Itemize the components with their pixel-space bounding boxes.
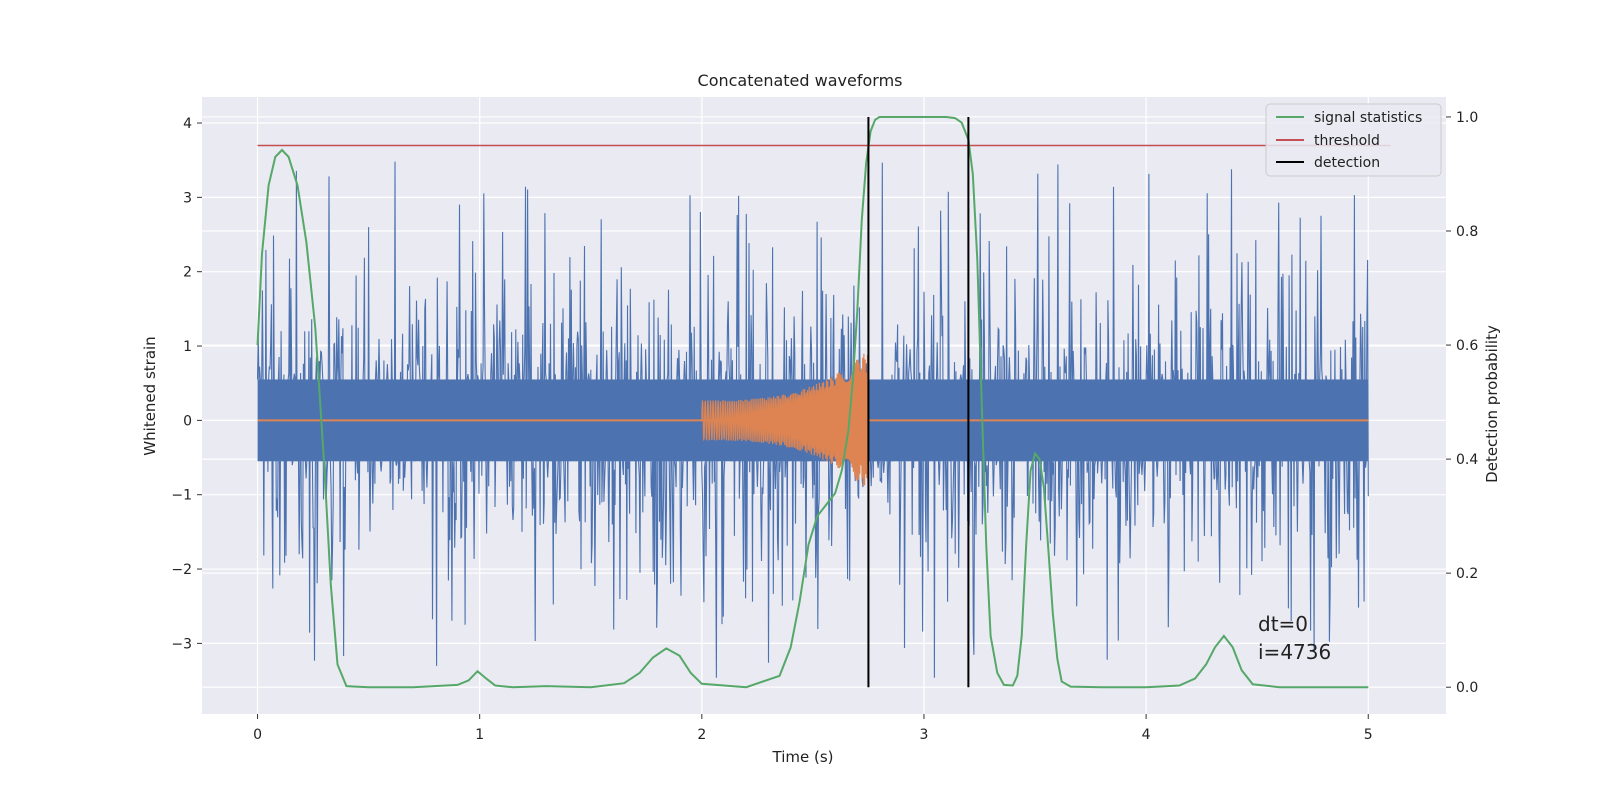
x-tick-label: 2: [697, 727, 706, 743]
annotations: dt=0 i=4736: [1258, 612, 1331, 664]
legend-label-threshold: threshold: [1314, 133, 1380, 149]
x-tick-label: 0: [253, 727, 262, 743]
series-layer: [256, 116, 1391, 689]
x-tick-label: 4: [1142, 727, 1151, 743]
ticks: 0 1 2 3 4 5 4 3 2 1 0 −1 −2 −3 1.0 0.8 0.6 0.4 0.2 0.0: [171, 110, 1478, 743]
legend-label-detection: detection: [1314, 155, 1380, 171]
y-left-tick-label: 0: [183, 413, 192, 429]
legend-label-signal-statistics: signal statistics: [1314, 110, 1422, 126]
injected-waveform-line: [701, 353, 869, 491]
y-left-tick-label: 2: [183, 265, 192, 281]
x-tick-label: 5: [1364, 727, 1373, 743]
signal-statistics-line: [256, 116, 1369, 689]
legend: signal statistics threshold detection: [1265, 103, 1442, 177]
chart-title: Concatenated waveforms: [698, 71, 903, 90]
y-axis-right-label: Detection probability: [1483, 325, 1501, 483]
y-right-tick-label: 0.0: [1456, 680, 1478, 696]
y-right-tick-label: 0.2: [1456, 566, 1478, 582]
annotation-dt: dt=0: [1258, 612, 1308, 636]
y-right-tick-label: 0.8: [1456, 224, 1478, 240]
x-tick-label: 3: [920, 727, 929, 743]
y-right-tick-label: 0.4: [1456, 452, 1478, 468]
y-right-tick-label: 1.0: [1456, 110, 1478, 126]
legend-box: [1265, 103, 1442, 177]
annotation-i: i=4736: [1258, 640, 1331, 664]
x-tick-label: 1: [475, 727, 484, 743]
y-left-tick-label: −2: [171, 562, 192, 578]
y-axis-left-label: Whitened strain: [141, 336, 159, 455]
y-left-tick-label: 3: [183, 190, 192, 206]
y-right-tick-label: 0.6: [1456, 338, 1478, 354]
x-axis-label: Time (s): [772, 748, 834, 766]
y-left-tick-label: −3: [171, 636, 192, 652]
y-left-tick-label: 4: [183, 116, 192, 132]
y-left-tick-label: 1: [183, 339, 192, 355]
y-left-tick-label: −1: [171, 488, 192, 504]
